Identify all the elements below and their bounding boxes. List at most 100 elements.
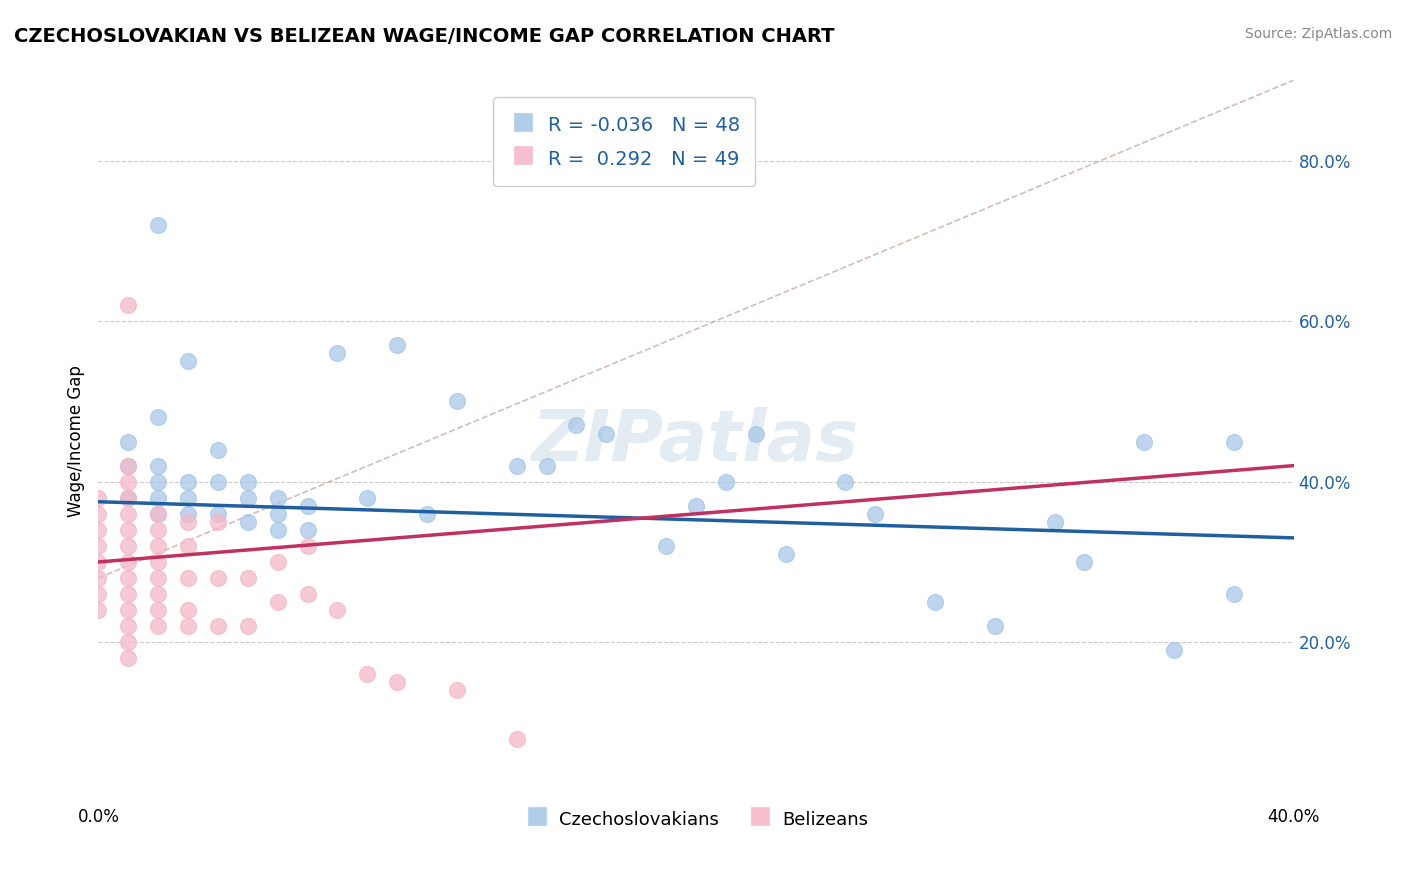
Point	[177, 539, 200, 553]
Point	[267, 555, 290, 569]
Point	[356, 491, 378, 505]
Point	[297, 523, 319, 537]
Point	[655, 539, 678, 553]
Point	[745, 426, 768, 441]
Point	[117, 434, 139, 449]
Text: Source: ZipAtlas.com: Source: ZipAtlas.com	[1244, 27, 1392, 41]
Point	[117, 458, 139, 473]
Point	[177, 603, 200, 617]
Point	[236, 515, 259, 529]
Point	[117, 491, 139, 505]
Point	[117, 491, 139, 505]
Point	[326, 346, 349, 360]
Point	[267, 507, 290, 521]
Point	[297, 539, 319, 553]
Point	[834, 475, 856, 489]
Point	[87, 539, 110, 553]
Point	[117, 523, 139, 537]
Point	[207, 515, 229, 529]
Point	[565, 418, 588, 433]
Point	[117, 587, 139, 601]
Point	[207, 475, 229, 489]
Point	[148, 410, 170, 425]
Point	[87, 587, 110, 601]
Point	[148, 571, 170, 585]
Point	[117, 571, 139, 585]
Point	[385, 338, 409, 352]
Point	[87, 523, 110, 537]
Point	[148, 523, 170, 537]
Point	[148, 587, 170, 601]
Point	[177, 354, 200, 368]
Point	[117, 507, 139, 521]
Point	[87, 571, 110, 585]
Point	[1163, 643, 1185, 657]
Point	[148, 475, 170, 489]
Text: ZIPatlas: ZIPatlas	[533, 407, 859, 476]
Point	[267, 491, 290, 505]
Point	[236, 475, 259, 489]
Point	[87, 507, 110, 521]
Point	[416, 507, 439, 521]
Point	[536, 458, 558, 473]
Point	[207, 571, 229, 585]
Point	[207, 442, 229, 457]
Point	[148, 539, 170, 553]
Point	[87, 555, 110, 569]
Point	[595, 426, 617, 441]
Point	[177, 475, 200, 489]
Point	[685, 499, 707, 513]
Point	[117, 651, 139, 665]
Point	[1043, 515, 1066, 529]
Point	[117, 539, 139, 553]
Point	[267, 523, 290, 537]
Point	[446, 683, 468, 698]
Point	[267, 595, 290, 609]
Point	[865, 507, 887, 521]
Point	[148, 458, 170, 473]
Point	[117, 458, 139, 473]
Point	[984, 619, 1007, 633]
Text: CZECHOSLOVAKIAN VS BELIZEAN WAGE/INCOME GAP CORRELATION CHART: CZECHOSLOVAKIAN VS BELIZEAN WAGE/INCOME …	[14, 27, 835, 45]
Point	[326, 603, 349, 617]
Point	[117, 298, 139, 312]
Point	[207, 507, 229, 521]
Point	[177, 491, 200, 505]
Point	[236, 491, 259, 505]
Point	[177, 571, 200, 585]
Point	[506, 731, 529, 746]
Point	[117, 555, 139, 569]
Point	[924, 595, 946, 609]
Point	[236, 619, 259, 633]
Point	[87, 603, 110, 617]
Point	[714, 475, 737, 489]
Point	[297, 587, 319, 601]
Point	[148, 491, 170, 505]
Point	[148, 218, 170, 232]
Point	[506, 458, 529, 473]
Point	[385, 675, 409, 690]
Point	[1133, 434, 1156, 449]
Y-axis label: Wage/Income Gap: Wage/Income Gap	[66, 366, 84, 517]
Point	[117, 635, 139, 649]
Point	[177, 619, 200, 633]
Point	[177, 507, 200, 521]
Point	[148, 507, 170, 521]
Point	[297, 499, 319, 513]
Point	[775, 547, 797, 561]
Point	[1073, 555, 1095, 569]
Point	[117, 603, 139, 617]
Point	[117, 619, 139, 633]
Point	[207, 619, 229, 633]
Point	[446, 394, 468, 409]
Point	[1223, 587, 1246, 601]
Point	[356, 667, 378, 681]
Point	[117, 475, 139, 489]
Point	[1223, 434, 1246, 449]
Point	[177, 515, 200, 529]
Point	[236, 571, 259, 585]
Point	[148, 619, 170, 633]
Point	[148, 507, 170, 521]
Point	[148, 603, 170, 617]
Point	[148, 555, 170, 569]
